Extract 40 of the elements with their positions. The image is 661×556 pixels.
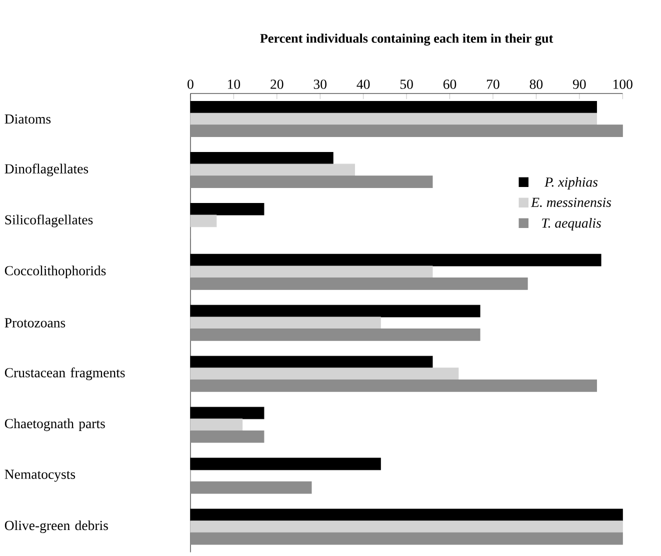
x-tick-label: 100 xyxy=(613,80,632,89)
legend-label: P. xiphias xyxy=(544,176,598,190)
legend-label: E. messinensis xyxy=(530,198,612,207)
x-tick-label: 20 xyxy=(270,80,284,89)
bar xyxy=(190,266,433,278)
y-tick-label: Protozoans xyxy=(4,318,66,328)
x-tick-label: 70 xyxy=(486,80,500,89)
bar xyxy=(190,277,528,290)
bar xyxy=(190,532,623,545)
x-tick-label: 30 xyxy=(314,80,326,89)
y-tick-label: Dinoflagellates xyxy=(4,164,88,176)
x-tick-label: 90 xyxy=(572,80,586,89)
y-tick-label: Silicoflagellates xyxy=(5,214,93,228)
y-tick-label: Nematocysts xyxy=(4,470,76,482)
legend-label: T. aequalis xyxy=(542,218,601,230)
bar xyxy=(190,379,597,392)
chart-title: Percent individuals containing each item in their gut xyxy=(260,33,554,46)
bar xyxy=(190,164,355,176)
bar xyxy=(190,176,433,188)
x-tick-label: 10 xyxy=(228,80,240,89)
x-tick-label: 60 xyxy=(443,80,456,89)
bar xyxy=(190,481,312,494)
x-tick-label: 0 xyxy=(188,80,194,89)
bar xyxy=(190,520,623,533)
bar xyxy=(190,368,459,380)
bar xyxy=(190,316,381,329)
x-tick-label: 80 xyxy=(530,80,543,89)
bar xyxy=(190,112,597,126)
bar xyxy=(190,214,217,228)
bar xyxy=(190,430,264,443)
x-tick-label: 50 xyxy=(400,80,413,89)
y-tick-label: Olive-green debris xyxy=(4,520,108,533)
bar xyxy=(190,328,480,341)
y-tick-label: Coccolithophorids xyxy=(4,266,106,278)
x-tick-label: 40 xyxy=(356,80,370,89)
y-tick-label: Chaetognath parts xyxy=(4,418,105,431)
y-tick-label: Diatoms xyxy=(4,114,51,124)
bar xyxy=(190,124,623,137)
bar xyxy=(190,418,243,431)
y-tick-label: Crustacean fragments xyxy=(4,367,125,380)
